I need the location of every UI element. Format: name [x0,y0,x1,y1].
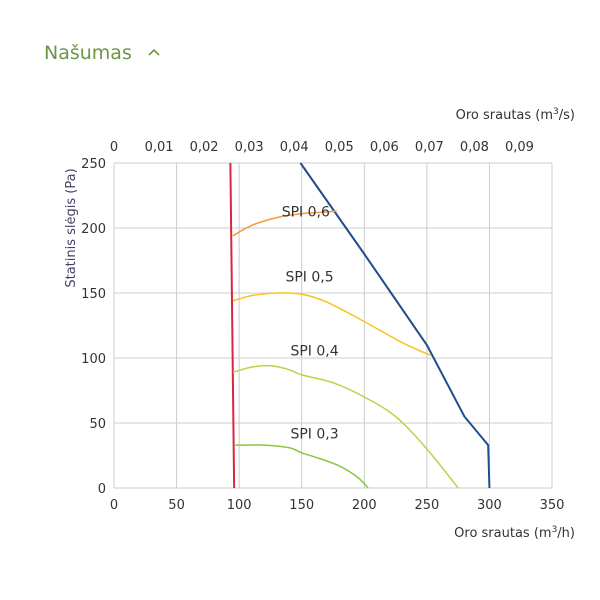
y-tick-label: 0 [98,482,106,497]
y-tick-label: 150 [81,287,106,302]
y-tick-label: 100 [81,352,106,367]
y-tick-label: 50 [89,417,106,432]
series-line-spi-0-5 [232,292,431,357]
top-tick-label: 0 [110,140,118,155]
x-tick-label: 0 [110,498,118,513]
y-tick-label: 250 [81,157,106,172]
top-tick-label: 0,01 [145,140,174,155]
series-label-spi-0-4: SPI 0,4 [290,343,338,359]
top-tick-label: 0,02 [190,140,219,155]
series-label-spi-0-5: SPI 0,5 [285,269,333,285]
top-tick-label: 0,06 [370,140,399,155]
chevron-up-icon[interactable] [146,45,162,61]
section-header[interactable]: Našumas [44,42,162,64]
series-line-spi-0-3 [234,444,369,489]
top-tick-label: 0,05 [325,140,354,155]
series-line-max [299,162,491,489]
x-tick-label: 100 [227,498,252,513]
top-axis-title: Oro srautas (m3/s) [456,107,575,123]
top-tick-label: 0,09 [505,140,534,155]
x-tick-label: 250 [414,498,439,513]
series-label-spi-0-6: SPI 0,6 [282,204,330,220]
series-line-limit [229,162,236,489]
labels: Oro srautas (m3/s) Oro srautas (m3/h) Stat… [64,107,575,541]
x-tick-label: 350 [540,498,565,513]
x-tick-label: 300 [477,498,502,513]
y-tick-label: 200 [81,222,106,237]
series [229,162,491,489]
grid [113,162,553,489]
x-tick-label: 50 [168,498,185,513]
bottom-axis-title: Oro srautas (m3/h) [454,525,575,541]
series-line-spi-0-6 [232,210,337,237]
axes: 0 50 100 150 200 250 300 350 0 50 100 150 200 250 0 0,0… [81,140,564,513]
series-label-spi-0-3: SPI 0,3 [290,427,338,443]
x-tick-label: 150 [289,498,314,513]
top-tick-label: 0,07 [415,140,444,155]
top-tick-label: 0,03 [235,140,264,155]
top-tick-label: 0,08 [460,140,489,155]
y-axis-title: Statinis slėgis (Pa) [64,168,79,287]
section-title: Našumas [44,42,132,64]
x-tick-label: 200 [352,498,377,513]
series-line-spi-0-4 [232,364,459,489]
top-tick-label: 0,04 [280,140,309,155]
